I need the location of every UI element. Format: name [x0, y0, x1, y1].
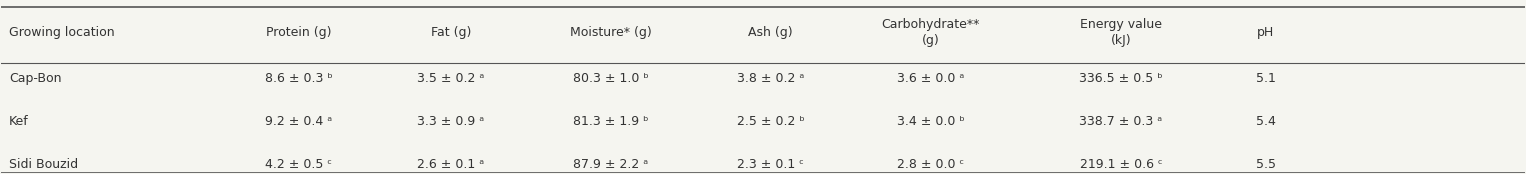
Text: Sidi Bouzid: Sidi Bouzid: [9, 157, 78, 171]
Text: Protein (g): Protein (g): [266, 26, 331, 39]
Text: 338.7 ± 0.3 ᵃ: 338.7 ± 0.3 ᵃ: [1079, 115, 1163, 128]
Text: 3.5 ± 0.2 ᵃ: 3.5 ± 0.2 ᵃ: [417, 72, 484, 85]
Text: Moisture* (g): Moisture* (g): [569, 26, 652, 39]
Text: 87.9 ± 2.2 ᵃ: 87.9 ± 2.2 ᵃ: [574, 157, 649, 171]
Text: 8.6 ± 0.3 ᵇ: 8.6 ± 0.3 ᵇ: [264, 72, 333, 85]
Text: Cap-Bon: Cap-Bon: [9, 72, 61, 85]
Text: 2.3 ± 0.1 ᶜ: 2.3 ± 0.1 ᶜ: [737, 157, 804, 171]
Text: 2.8 ± 0.0 ᶜ: 2.8 ± 0.0 ᶜ: [897, 157, 964, 171]
Text: 80.3 ± 1.0 ᵇ: 80.3 ± 1.0 ᵇ: [572, 72, 649, 85]
Text: 5.5: 5.5: [1256, 157, 1276, 171]
Text: Kef: Kef: [9, 115, 29, 128]
Text: Ash (g): Ash (g): [748, 26, 794, 39]
Text: 3.3 ± 0.9 ᵃ: 3.3 ± 0.9 ᵃ: [417, 115, 484, 128]
Text: Carbohydrate**
(g): Carbohydrate** (g): [882, 18, 980, 47]
Text: 3.6 ± 0.0 ᵃ: 3.6 ± 0.0 ᵃ: [897, 72, 964, 85]
Text: 5.4: 5.4: [1256, 115, 1276, 128]
Text: pH: pH: [1257, 26, 1274, 39]
Text: 219.1 ± 0.6 ᶜ: 219.1 ± 0.6 ᶜ: [1079, 157, 1163, 171]
Text: 81.3 ± 1.9 ᵇ: 81.3 ± 1.9 ᵇ: [572, 115, 649, 128]
Text: 2.5 ± 0.2 ᵇ: 2.5 ± 0.2 ᵇ: [737, 115, 804, 128]
Text: 3.8 ± 0.2 ᵃ: 3.8 ± 0.2 ᵃ: [737, 72, 804, 85]
Text: 3.4 ± 0.0 ᵇ: 3.4 ± 0.0 ᵇ: [897, 115, 964, 128]
Text: Growing location: Growing location: [9, 26, 114, 39]
Text: 336.5 ± 0.5 ᵇ: 336.5 ± 0.5 ᵇ: [1079, 72, 1163, 85]
Text: 9.2 ± 0.4 ᵃ: 9.2 ± 0.4 ᵃ: [266, 115, 333, 128]
Text: 4.2 ± 0.5 ᶜ: 4.2 ± 0.5 ᶜ: [266, 157, 333, 171]
Text: 5.1: 5.1: [1256, 72, 1276, 85]
Text: 2.6 ± 0.1 ᵃ: 2.6 ± 0.1 ᵃ: [417, 157, 484, 171]
Text: Energy value
(kJ): Energy value (kJ): [1080, 18, 1161, 47]
Text: Fat (g): Fat (g): [430, 26, 472, 39]
